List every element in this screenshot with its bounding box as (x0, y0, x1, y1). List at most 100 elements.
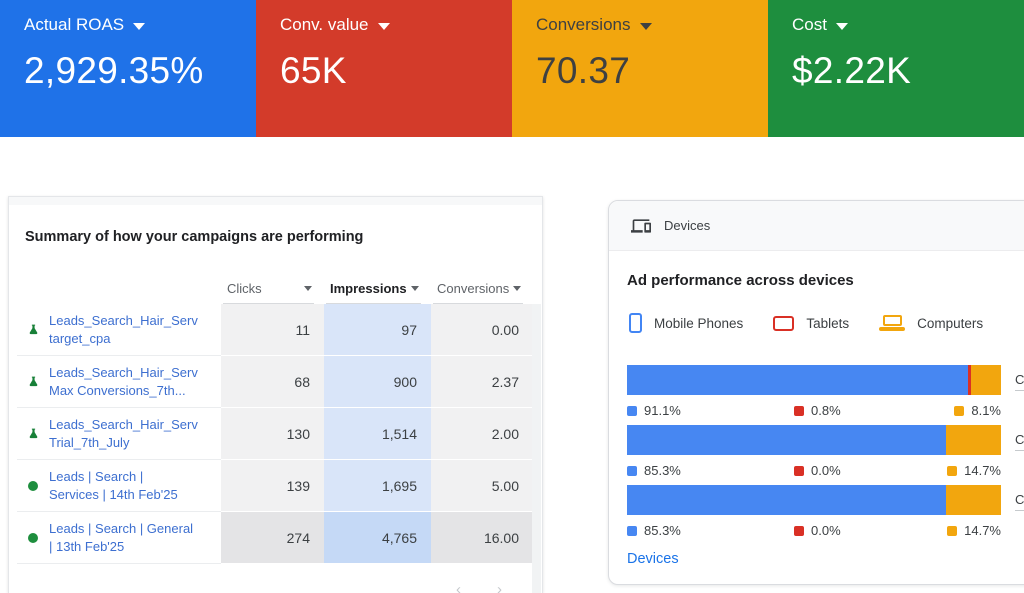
campaign-name-cell: Leads | Search | Services | 14th Feb'25 (17, 460, 221, 512)
percentage-value: 0.0% (811, 463, 841, 478)
bar-metric-label-cutoff[interactable]: C (1015, 432, 1024, 451)
kpi-label: Conversions (536, 15, 631, 34)
bar-segment-computers (946, 425, 1001, 455)
clicks-cell: 130 (221, 408, 324, 460)
kpi-label: Conv. value (280, 15, 369, 34)
dropdown-caret-icon (639, 22, 652, 30)
legend-item-tablets: Tablets (773, 315, 850, 331)
campaign-link[interactable]: Leads_Search_Hair_Serv target_cpa (49, 312, 221, 346)
percentage-value: 14.7% (964, 463, 1001, 478)
column-header-label: Impressions (330, 281, 407, 296)
kpi-metric-selector[interactable]: Conv. value (280, 15, 512, 35)
stacked-bar (627, 485, 1001, 515)
campaign-name-cell: Leads | Search | General | 13th Feb'25 (17, 512, 221, 564)
phone-icon (629, 313, 642, 333)
stacked-bar (627, 425, 1001, 455)
table-row: Leads_Search_Hair_Serv Max Conversions_7t… (17, 356, 541, 408)
campaign-name-line2: | 13th Feb'25 (49, 538, 125, 554)
table-row: Leads_Search_Hair_Serv Trial_7th_July 130 1… (17, 408, 541, 460)
conversions-cell: 5.00 (431, 460, 533, 512)
bar-segment-mobile-phones (627, 425, 947, 455)
vertical-scrollbar[interactable] (532, 304, 541, 593)
legend-label: Mobile Phones (654, 315, 744, 331)
percentage-tablets: 0.0% (794, 523, 841, 538)
kpi-metric-selector[interactable]: Conversions (536, 15, 768, 35)
bar-percentages: 85.3% 0.0% 14.7% (627, 463, 1001, 479)
column-header-impressions[interactable]: Impressions (326, 274, 421, 304)
pagination-next-icon[interactable]: › (497, 581, 502, 593)
conversions-cell: 2.37 (431, 356, 533, 408)
pagination-prev-icon[interactable]: ‹ (456, 581, 461, 593)
header-spacer (17, 274, 221, 304)
legend-label: Tablets (806, 315, 850, 331)
legend-swatch-icon (794, 525, 804, 536)
kpi-label: Actual ROAS (24, 15, 125, 34)
clicks-cell: 11 (221, 304, 324, 356)
experiment-flask-icon (26, 375, 40, 389)
campaign-name-line1: Leads | Search | (49, 469, 144, 485)
conversions-cell: 0.00 (431, 304, 533, 356)
bar-metric-label-cutoff[interactable]: C (1015, 372, 1024, 391)
campaigns-table: Clicks Impressions Conversions Leads_Searc… (17, 274, 541, 564)
campaign-name-cell: Leads_Search_Hair_Serv Max Conversions_7t… (17, 356, 221, 408)
table-pagination: ‹ › (456, 581, 502, 593)
devices-icon (631, 218, 651, 233)
campaign-link[interactable]: Leads | Search | General | 13th Feb'25 (49, 520, 221, 554)
devices-stacked-bar-chart: C 91.1% 0.8% 8.1% C 85.3% 0.0% 14.7% C 85.3% 0.0% 1… (627, 365, 1024, 545)
column-header-conversions[interactable]: Conversions (433, 274, 523, 304)
laptop-screen (882, 315, 902, 327)
campaign-name-line1: Leads_Search_Hair_Serv (49, 313, 198, 329)
campaign-name-line1: Leads_Search_Hair_Serv (49, 365, 198, 381)
legend-item-computers: Computers (879, 315, 983, 331)
kpi-metric-selector[interactable]: Actual ROAS (24, 15, 256, 35)
laptop-base (879, 327, 906, 331)
percentage-tablets: 0.8% (794, 403, 841, 418)
impressions-cell: 900 (324, 356, 431, 408)
column-header-clicks[interactable]: Clicks (223, 274, 314, 304)
clicks-cell: 139 (221, 460, 324, 512)
kpi-card-conversions: Conversions 70.37 (512, 0, 768, 137)
legend-swatch-icon (627, 525, 637, 536)
impressions-cell: 1,695 (324, 460, 431, 512)
kpi-banner: Actual ROAS 2,929.35% Conv. value 65K Conver… (0, 0, 1024, 137)
kpi-metric-selector[interactable]: Cost (792, 15, 1024, 35)
campaign-link[interactable]: Leads | Search | Services | 14th Feb'25 (49, 468, 221, 502)
campaign-name-line1: Leads | Search | General (49, 521, 194, 537)
impressions-cell: 1,514 (324, 408, 431, 460)
campaign-name-cell: Leads_Search_Hair_Serv Trial_7th_July (17, 408, 221, 460)
dropdown-caret-icon (835, 22, 848, 30)
device-bar-row: C 85.3% 0.0% 14.7% (627, 485, 1024, 545)
dropdown-caret-icon (133, 22, 146, 30)
percentage-value: 91.1% (644, 403, 681, 418)
conversions-cell: 16.00 (431, 512, 533, 564)
devices-card: Devices Ad performance across devices Mo… (608, 200, 1024, 585)
kpi-card-cost: Cost $2.22K (768, 0, 1024, 137)
legend-swatch-icon (954, 405, 965, 416)
devices-footer-link[interactable]: Devices (627, 551, 679, 567)
campaign-link[interactable]: Leads_Search_Hair_Serv Trial_7th_July (49, 416, 221, 450)
bar-segment-mobile-phones (627, 485, 947, 515)
column-header-label: Conversions (437, 281, 510, 296)
percentage-mobile-phones: 85.3% (627, 523, 681, 538)
percentage-value: 14.7% (964, 523, 1001, 538)
status-dot (28, 480, 38, 491)
card-top-strip (9, 197, 542, 205)
impressions-cell: 97 (324, 304, 431, 356)
percentage-value: 85.3% (644, 523, 681, 538)
devices-card-header: Devices (609, 201, 1024, 251)
kpi-card-actual-roas: Actual ROAS 2,929.35% (0, 0, 256, 137)
sort-caret-icon (513, 286, 521, 291)
status-dot (28, 532, 38, 543)
campaigns-table-header: Clicks Impressions Conversions (17, 274, 541, 304)
bar-metric-label-cutoff[interactable]: C (1015, 492, 1024, 511)
bar-percentages: 85.3% 0.0% 14.7% (627, 523, 1001, 539)
laptop-icon (879, 315, 906, 331)
campaigns-table-body: Leads_Search_Hair_Serv target_cpa 11 97 0.00… (17, 304, 541, 564)
campaign-link[interactable]: Leads_Search_Hair_Serv Max Conversions_7t… (49, 364, 221, 398)
kpi-value: 2,929.35% (24, 50, 204, 91)
legend-swatch-icon (947, 465, 958, 476)
devices-chart-title: Ad performance across devices (627, 272, 854, 289)
legend-swatch-icon (627, 465, 637, 476)
impressions-cell: 4,765 (324, 512, 431, 564)
